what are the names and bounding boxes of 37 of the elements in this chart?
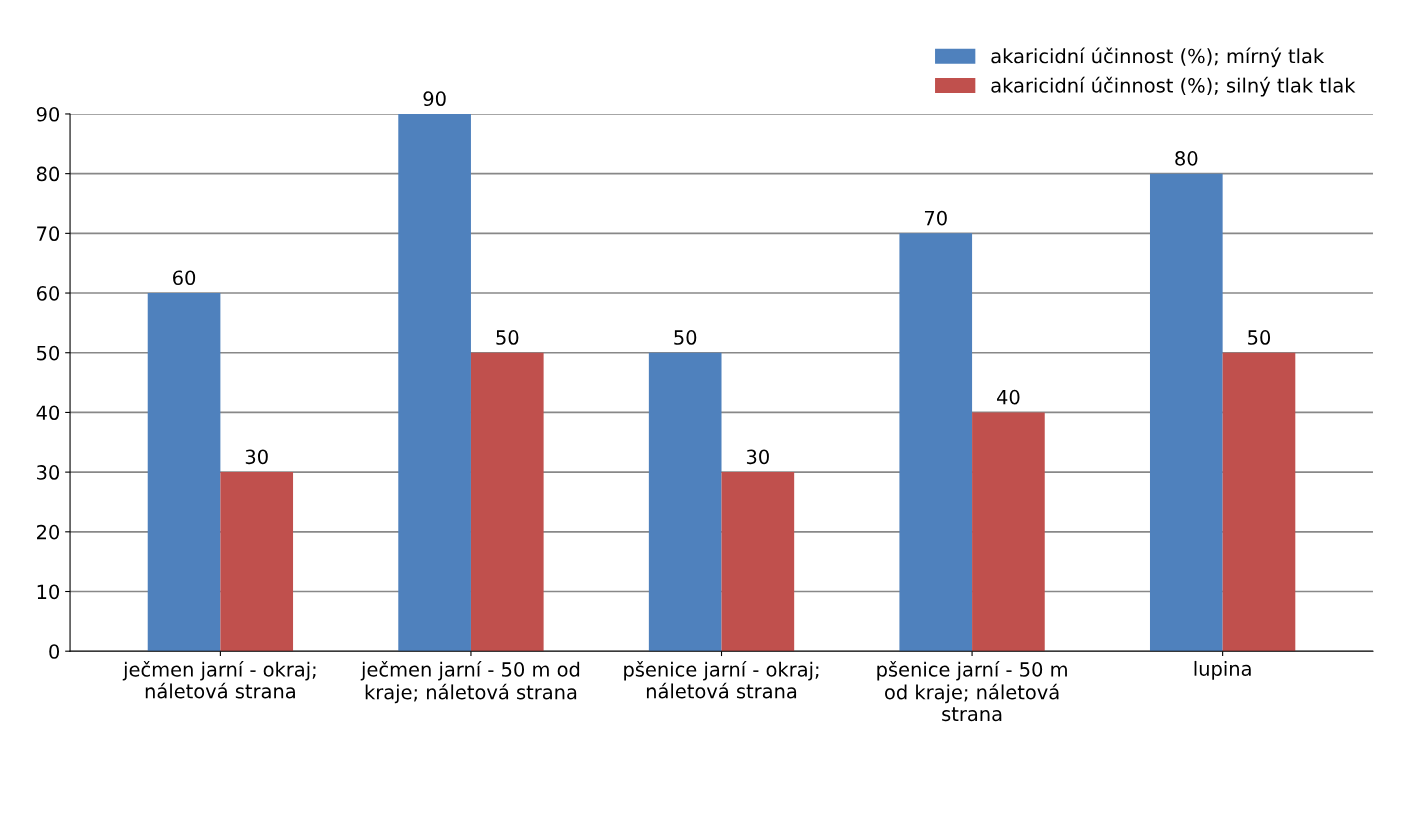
bar <box>220 472 294 652</box>
data-label: 40 <box>996 389 1020 405</box>
data-label: 70 <box>924 210 947 226</box>
y-tick-label: 80 <box>36 166 60 182</box>
y-tick-label: 30 <box>37 465 60 480</box>
y-tick-label: 20 <box>37 524 60 540</box>
x-tick-label: lupina <box>1194 660 1251 680</box>
x-tick-label: ječmen jarní - okraj; náletová strana <box>122 660 316 699</box>
bar <box>1222 352 1296 652</box>
y-tick-label: 40 <box>36 405 60 421</box>
bar <box>899 233 973 652</box>
bar <box>398 113 471 652</box>
y-tick-label: 70 <box>37 226 60 242</box>
data-label: 80 <box>1175 151 1198 166</box>
y-tick-label: 0 <box>49 644 60 659</box>
bar <box>721 472 795 652</box>
data-label: 50 <box>496 330 519 345</box>
bar <box>1149 173 1223 652</box>
data-label: 50 <box>1248 330 1271 345</box>
x-tick-label: pšenice jarní - okraj; náletová strana <box>624 660 819 699</box>
y-tick-label: 60 <box>36 286 60 301</box>
data-label: 30 <box>245 449 268 465</box>
legend-label: akaricidní účinnost (%); mírný tlak <box>991 47 1325 68</box>
y-tick-label: 50 <box>37 345 60 361</box>
bar <box>470 352 544 652</box>
bar <box>147 293 221 652</box>
y-tick-label: 10 <box>37 584 60 600</box>
data-label: 90 <box>423 91 446 107</box>
data-label: 50 <box>674 330 697 345</box>
legend-label: akaricidní účinnost (%); silný tlak tlak <box>991 76 1356 97</box>
data-label: 60 <box>173 270 196 286</box>
bar <box>972 412 1045 652</box>
data-label: 30 <box>746 449 769 465</box>
x-tick-label: pšenice jarní - 50 m od kraje; náletová strana <box>877 660 1067 722</box>
x-tick-label: ječmen jarní - 50 m od kraje; náletová strana <box>360 660 580 704</box>
bar <box>648 352 722 652</box>
y-tick-label: 90 <box>36 106 60 122</box>
